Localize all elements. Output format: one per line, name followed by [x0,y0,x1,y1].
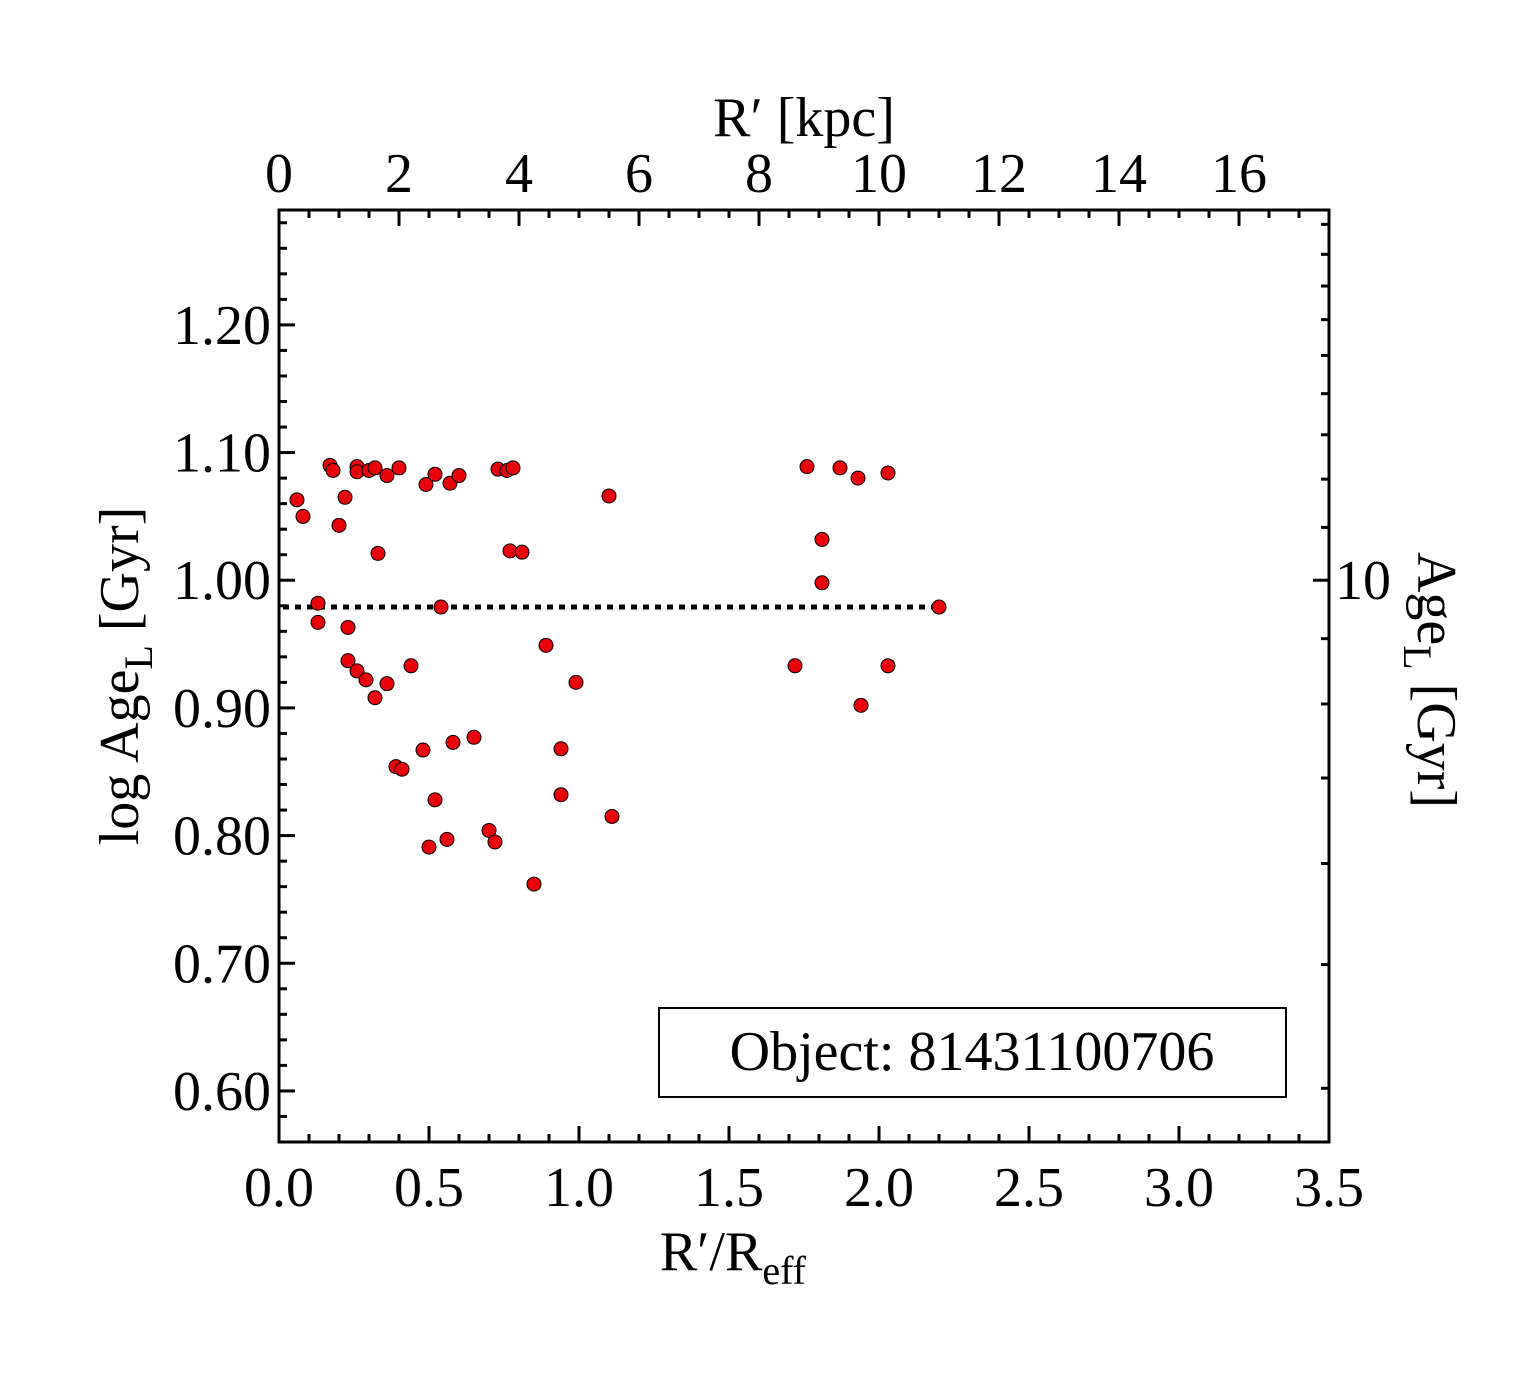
data-point [418,476,434,492]
top-x-tick-label: 2 [385,143,413,205]
major-ticks [277,210,1331,1142]
top-x-axis-label: R′ [kpc] [713,87,895,149]
x-tick-label: 3.5 [1294,1157,1364,1219]
data-point [325,462,341,478]
data-point [370,545,386,561]
right-y-tick-label: 10 [1335,550,1391,612]
y-tick-label: 0.60 [173,1061,271,1123]
top-x-tick-label: 10 [851,143,907,205]
x-tick-label: 2.5 [994,1157,1064,1219]
right-y-axis-label: AgeL [Gyr] [1395,552,1467,808]
x-axis-label-main: R′/R [660,1221,763,1283]
data-point [427,466,443,482]
y-tick-label: 0.70 [173,933,271,995]
annotation-frame [658,1007,1287,1098]
data-point [487,834,503,850]
y-axis-label-unit: [Gyr] [89,507,151,631]
top-x-tick-label: 16 [1211,143,1267,205]
data-point [553,787,569,803]
right-y-axis-label-sub: L [1395,645,1440,669]
data-point [439,831,455,847]
data-point [814,531,830,547]
y-tick-label: 1.10 [173,423,271,485]
top-x-tick-label: 12 [971,143,1027,205]
data-point [358,672,374,688]
top-x-tick-label: 14 [1091,143,1147,205]
data-point [331,517,347,533]
x-tick-label: 2.0 [844,1157,914,1219]
plot-frame [277,208,1331,1144]
x-axis-label-sub: eff [762,1248,806,1293]
tick-labels: 0.0 0.5 1.0 1.5 2.0 2.5 3.0 3.5 0 2 4 6 8 10 12 14 16 0.6… [173,143,1391,1219]
right-y-axis-label-unit: [Gyr] [1405,684,1467,808]
data-point [553,741,569,757]
annotation-text: Object: 81431100706 [730,1021,1215,1083]
data-point [451,468,467,484]
y-tick-label: 0.90 [173,678,271,740]
data-point [850,470,866,486]
data-point [379,468,395,484]
data-point [466,729,482,745]
right-y-axis-label-main: Age [1405,552,1467,645]
data-point [427,792,443,808]
data-point [514,544,530,560]
data-point [394,761,410,777]
data-point [367,690,383,706]
y-axis-label-main: log Age [89,670,151,846]
data-point [340,619,356,635]
data-point [289,492,305,508]
y-axis-label-sub: L [116,645,161,669]
y-tick-label: 0.80 [173,806,271,868]
data-point [421,839,437,855]
x-tick-label: 3.0 [1144,1157,1214,1219]
data-point [310,614,326,630]
y-tick-label: 1.00 [173,550,271,612]
data-point [880,658,896,674]
data-point [337,489,353,505]
x-tick-label: 0.0 [244,1157,314,1219]
data-point [853,697,869,713]
data-point [379,676,395,692]
y-tick-label: 1.20 [173,295,271,357]
minor-ticks [279,210,1329,1144]
data-point [445,734,461,750]
x-tick-label: 1.5 [694,1157,764,1219]
data-point [814,575,830,591]
data-points [289,457,947,892]
x-tick-label: 0.5 [394,1157,464,1219]
data-point [880,465,896,481]
data-point [832,460,848,476]
data-point [349,663,365,679]
y-axis-label: log AgeL [Gyr] [89,507,161,846]
data-point [601,488,617,504]
data-point [538,637,554,653]
data-point [526,876,542,892]
data-point [295,508,311,524]
x-axis-label: R′/Reff [660,1221,807,1293]
top-x-tick-label: 0 [265,143,293,205]
top-x-tick-label: 4 [505,143,533,205]
data-point [505,460,521,476]
data-point [787,658,803,674]
data-point [799,459,815,475]
data-point [604,808,620,824]
top-x-tick-label: 8 [745,143,773,205]
top-x-tick-label: 6 [625,143,653,205]
data-point [391,460,407,476]
x-tick-label: 1.0 [544,1157,614,1219]
annotation-box: Object: 81431100706 [658,1007,1287,1098]
data-point [367,460,383,476]
data-point [310,595,326,611]
data-point [433,599,449,615]
data-point [340,653,356,669]
data-point [931,599,947,615]
data-point [568,674,584,690]
data-point [415,742,431,758]
data-point [403,658,419,674]
